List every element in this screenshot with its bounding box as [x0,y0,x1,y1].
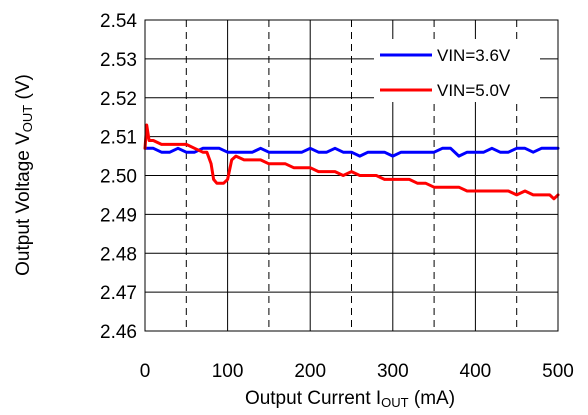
x-axis-title-unit: (mA) [409,388,455,409]
x-tick-label: 0 [140,361,151,382]
y-tick-label: 2.48 [100,244,137,265]
y-axis-title-main: Output Voltage V [13,132,34,276]
y-axis-title-unit: (V) [13,74,34,105]
x-tick-label: 100 [212,361,244,382]
y-tick-label: 2.49 [100,205,137,226]
y-axis-title: Output Voltage VOUT (V) [13,74,35,276]
legend: VIN=3.6V VIN=5.0V [374,39,540,102]
x-tick-label: 500 [542,361,574,382]
y-tick-label: 2.51 [100,128,137,149]
legend-label-2: VIN=5.0V [437,81,511,100]
y-tick-label: 2.47 [100,283,137,304]
legend-label-1: VIN=3.6V [437,46,511,65]
x-tick-label: 200 [294,361,326,382]
y-tick-label: 2.53 [100,50,137,71]
y-axis-title-subscript: OUT [20,105,35,133]
x-axis-title-main: Output Current I [245,388,381,409]
series-line-1 [143,146,560,158]
plot-area-border [144,19,559,332]
y-tick-label: 2.50 [100,167,137,188]
tick-labels: 2.46 2.47 2.48 2.49 2.50 2.51 2.52 2.53 2.54 0 100… [100,11,574,382]
y-tick-label: 2.46 [100,322,137,343]
x-axis-title: Output Current IOUT (mA) [245,388,455,410]
x-tick-label: 300 [377,361,409,382]
series-line-2 [143,123,560,201]
series-lines [143,123,560,201]
x-tick-label: 400 [460,361,492,382]
y-tick-label: 2.54 [100,11,137,32]
y-tick-label: 2.52 [100,89,137,110]
x-axis-title-subscript: OUT [381,395,409,410]
